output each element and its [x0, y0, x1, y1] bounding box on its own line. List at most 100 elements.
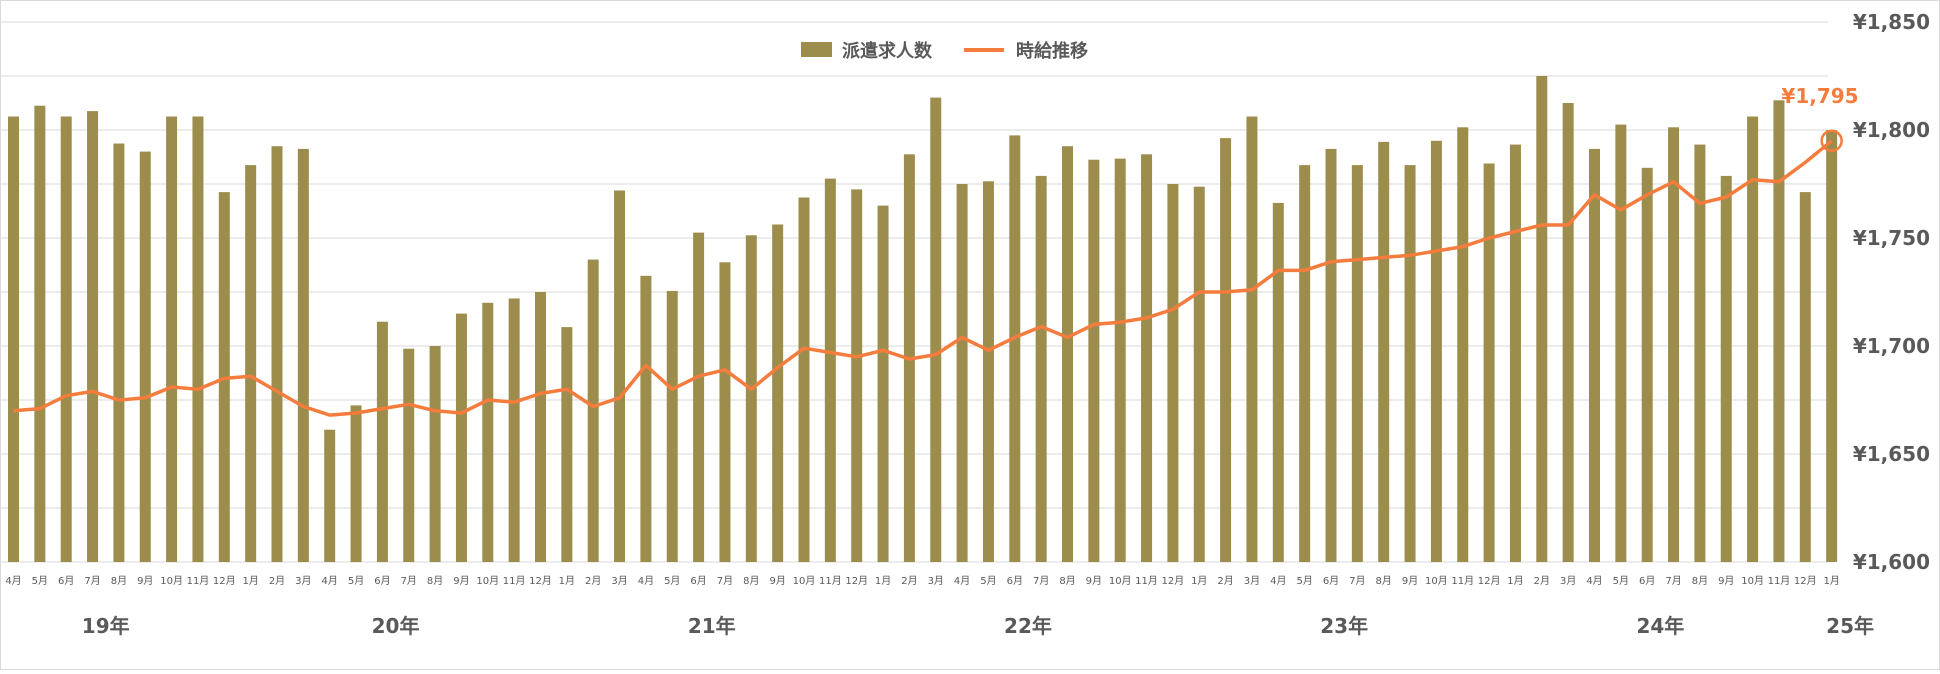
x-tick-label: 9月 — [453, 575, 469, 587]
x-tick-label: 12月 — [213, 575, 236, 587]
x-tick-label: 4月 — [954, 575, 970, 587]
x-tick-label: 12月 — [529, 575, 552, 587]
bar — [60, 116, 72, 562]
legend-line-label: 時給推移 — [1016, 40, 1088, 62]
legend-bar-label: 派遣求人数 — [842, 40, 933, 62]
year-label: 20年 — [372, 614, 420, 638]
bar — [1562, 103, 1574, 562]
x-tick-label: 1月 — [1823, 575, 1839, 587]
bar — [561, 327, 573, 562]
bar — [1430, 140, 1442, 563]
bar — [455, 313, 467, 562]
x-tick-label: 3月 — [295, 575, 311, 587]
x-tick-label: 2月 — [269, 575, 285, 587]
bar — [1272, 202, 1284, 562]
bar — [1062, 146, 1073, 562]
x-tick-label: 9月 — [137, 575, 153, 587]
bar — [1720, 175, 1732, 562]
x-tick-label: 5月 — [348, 575, 364, 587]
bar — [798, 197, 810, 562]
x-tick-label: 10月 — [160, 575, 183, 587]
bar — [640, 275, 652, 562]
bar — [1747, 116, 1759, 562]
bar — [693, 232, 705, 562]
x-tick-label: 8月 — [1376, 575, 1392, 587]
bar — [1088, 159, 1100, 562]
x-tick-label: 7月 — [84, 575, 100, 587]
bar — [1035, 175, 1047, 562]
x-tick-label: 6月 — [1323, 575, 1339, 587]
x-tick-label: 3月 — [1560, 575, 1576, 587]
bar — [772, 224, 784, 562]
bar — [139, 151, 151, 562]
y-tick-label: ¥1,650 — [1853, 442, 1930, 466]
x-tick-label: 1月 — [875, 575, 891, 587]
legend-bar-swatch — [801, 42, 832, 57]
bar — [1141, 154, 1153, 563]
x-tick-label: 4月 — [5, 575, 21, 587]
x-tick-label: 10月 — [793, 575, 816, 587]
bar — [376, 321, 388, 562]
last-value-label: ¥1,795 — [1781, 84, 1858, 108]
x-tick-label: 7月 — [1033, 575, 1049, 587]
bar — [297, 148, 309, 562]
bar — [245, 165, 257, 562]
x-tick-label: 6月 — [58, 575, 74, 587]
x-tick-label: 7月 — [401, 575, 417, 587]
x-tick-label: 3月 — [928, 575, 944, 587]
x-tick-label: 10月 — [1109, 575, 1132, 587]
x-tick-label: 11月 — [819, 575, 842, 587]
bar — [666, 290, 678, 562]
x-tick-label: 12月 — [1162, 575, 1185, 587]
year-label: 23年 — [1320, 614, 1368, 638]
x-tick-label: 7月 — [1665, 575, 1681, 587]
x-tick-label: 9月 — [1402, 575, 1418, 587]
bar — [719, 262, 731, 562]
bar — [1351, 165, 1363, 562]
x-tick-label: 10月 — [1741, 575, 1764, 587]
bar — [1615, 124, 1627, 562]
bar — [324, 429, 336, 562]
year-label: 21年 — [688, 614, 736, 638]
x-tick-label: 6月 — [1639, 575, 1655, 587]
x-tick-label: 5月 — [664, 575, 680, 587]
bar — [1483, 163, 1495, 563]
x-tick-label: 1月 — [1191, 575, 1207, 587]
bar — [1536, 76, 1548, 562]
bar — [745, 235, 757, 563]
x-tick-label: 9月 — [1086, 575, 1102, 587]
bar — [192, 116, 204, 562]
x-tick-label: 11月 — [1768, 575, 1791, 587]
bar — [587, 259, 599, 562]
bar — [1193, 186, 1205, 562]
bar — [824, 178, 836, 562]
bar — [982, 181, 994, 563]
x-tick-label: 1月 — [559, 575, 575, 587]
bar — [851, 189, 863, 562]
bar — [1773, 100, 1785, 563]
x-tick-label: 1月 — [1507, 575, 1523, 587]
x-tick-label: 8月 — [427, 575, 443, 587]
y-tick-label: ¥1,850 — [1853, 10, 1930, 34]
year-label: 25年 — [1826, 614, 1874, 638]
year-label: 24年 — [1636, 614, 1684, 638]
x-tick-label: 4月 — [1586, 575, 1602, 587]
x-tick-label: 2月 — [901, 575, 917, 587]
bar — [1404, 165, 1416, 562]
y-tick-label: ¥1,600 — [1853, 550, 1930, 574]
y-tick-label: ¥1,800 — [1853, 118, 1930, 142]
bar — [1325, 148, 1337, 562]
bar — [508, 298, 520, 562]
bar — [271, 146, 283, 562]
y-tick-label: ¥1,750 — [1853, 226, 1930, 250]
bar — [1378, 141, 1390, 562]
x-tick-label: 11月 — [1451, 575, 1474, 587]
bar — [1299, 165, 1311, 562]
bar — [535, 292, 546, 562]
bar — [1641, 167, 1653, 563]
bar — [1826, 130, 1838, 562]
bar — [1799, 192, 1811, 562]
bar — [1694, 144, 1706, 562]
bar-series — [8, 76, 1838, 563]
